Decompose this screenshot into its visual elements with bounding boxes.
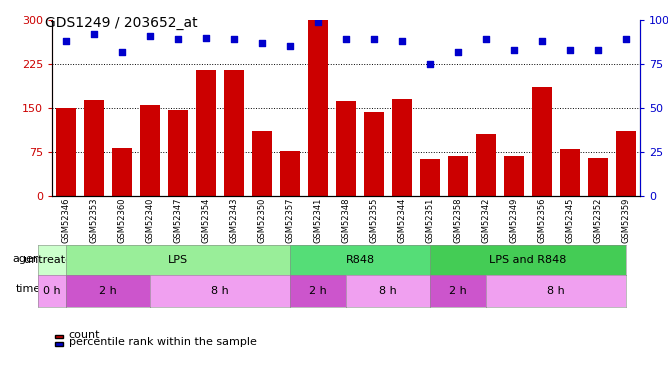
Point <box>369 36 379 42</box>
Bar <box>420 159 440 196</box>
Text: 8 h: 8 h <box>379 286 397 296</box>
Point <box>313 19 323 25</box>
Point <box>341 36 351 42</box>
Text: time: time <box>16 284 41 294</box>
Bar <box>224 70 244 196</box>
Point <box>593 47 603 53</box>
Bar <box>364 112 384 196</box>
Point <box>61 38 71 44</box>
Bar <box>392 99 411 196</box>
Point <box>453 49 464 55</box>
Bar <box>560 149 580 196</box>
Text: untreated: untreated <box>25 255 79 265</box>
Text: 8 h: 8 h <box>211 286 229 296</box>
Bar <box>589 158 608 196</box>
Point <box>425 61 436 67</box>
Text: 8 h: 8 h <box>547 286 565 296</box>
Bar <box>140 105 160 196</box>
Bar <box>616 132 636 196</box>
Text: 0 h: 0 h <box>43 286 61 296</box>
Point <box>117 49 128 55</box>
Point <box>481 36 492 42</box>
Bar <box>448 156 468 196</box>
Bar <box>253 132 272 196</box>
Text: 2 h: 2 h <box>99 286 117 296</box>
Text: agent: agent <box>13 254 45 264</box>
Text: 2 h: 2 h <box>309 286 327 296</box>
Point <box>145 33 156 39</box>
Point <box>200 34 211 40</box>
Bar <box>308 20 328 196</box>
Point <box>621 36 631 42</box>
Bar <box>504 156 524 196</box>
Point <box>508 47 519 53</box>
Text: R848: R848 <box>345 255 375 265</box>
Text: 2 h: 2 h <box>449 286 467 296</box>
Text: GDS1249 / 203652_at: GDS1249 / 203652_at <box>45 16 198 30</box>
Point <box>172 36 183 42</box>
Text: LPS: LPS <box>168 255 188 265</box>
Bar <box>280 151 300 196</box>
Bar <box>532 87 552 196</box>
Text: LPS and R848: LPS and R848 <box>490 255 566 265</box>
Bar <box>168 110 188 196</box>
Bar <box>112 148 132 196</box>
Bar <box>56 108 75 196</box>
Bar <box>196 70 216 196</box>
Bar <box>476 134 496 196</box>
Point <box>536 38 547 44</box>
Bar <box>84 100 104 196</box>
Point <box>228 36 239 42</box>
Point <box>397 38 407 44</box>
Bar <box>336 101 356 196</box>
Point <box>285 44 295 50</box>
Point <box>564 47 575 53</box>
Text: count: count <box>69 330 100 339</box>
Text: percentile rank within the sample: percentile rank within the sample <box>69 337 257 347</box>
Point <box>257 40 267 46</box>
Point <box>89 31 100 37</box>
